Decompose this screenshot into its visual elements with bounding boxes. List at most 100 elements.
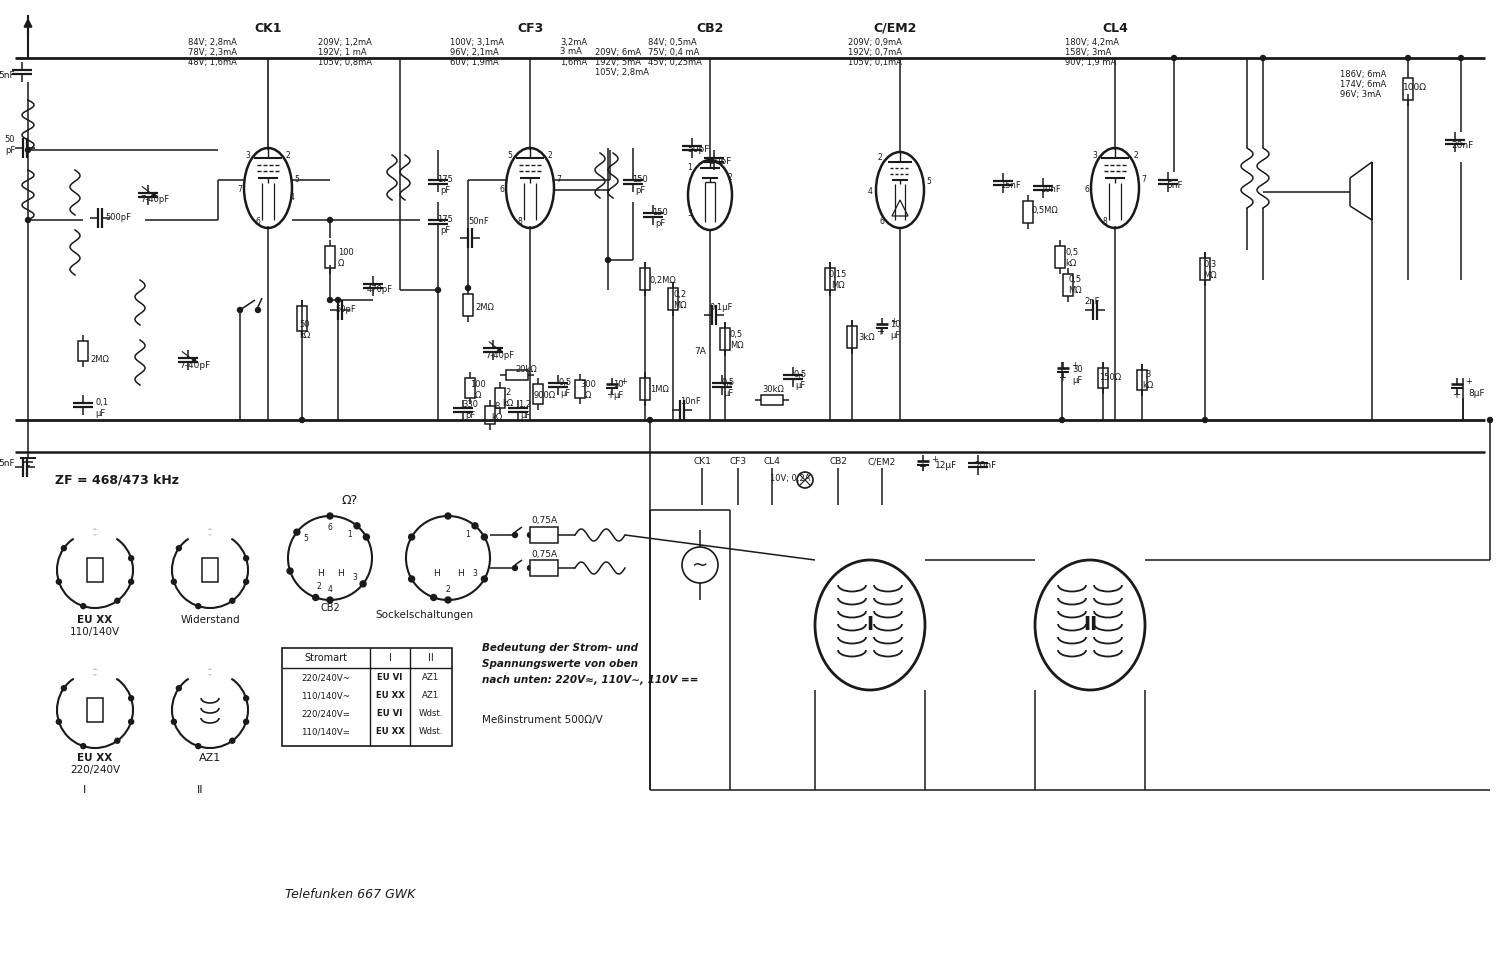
Text: EU VI: EU VI — [378, 709, 402, 719]
Text: +: + — [620, 377, 627, 387]
Text: H: H — [336, 568, 344, 577]
Circle shape — [62, 686, 66, 691]
Bar — [720, 328, 730, 350]
Text: 186V; 6mA: 186V; 6mA — [1340, 71, 1386, 79]
Text: 300
Ω: 300 Ω — [580, 380, 596, 400]
Text: 90V; 1,9 mA: 90V; 1,9 mA — [1065, 57, 1116, 66]
Text: 5: 5 — [926, 177, 932, 187]
Circle shape — [129, 720, 134, 724]
Text: 75V; 0,4 mA: 75V; 0,4 mA — [648, 48, 699, 56]
Text: 45V; 0,25mA: 45V; 0,25mA — [648, 57, 702, 66]
Text: 110/140V~: 110/140V~ — [302, 692, 351, 701]
Text: 4: 4 — [867, 188, 871, 196]
Text: 6: 6 — [327, 523, 333, 531]
Circle shape — [207, 529, 213, 535]
Text: H: H — [316, 568, 324, 577]
Text: 1,6mA: 1,6mA — [560, 57, 586, 66]
Text: EU XX: EU XX — [78, 615, 112, 625]
Text: 0,3
MΩ: 0,3 MΩ — [1203, 260, 1216, 279]
Bar — [825, 268, 836, 290]
Bar — [87, 698, 104, 722]
Text: 900Ω: 900Ω — [534, 390, 556, 399]
Text: CK1: CK1 — [254, 21, 282, 34]
Circle shape — [294, 529, 300, 535]
Bar — [640, 268, 650, 290]
Circle shape — [237, 307, 243, 313]
Text: 48V; 1,6mA: 48V; 1,6mA — [188, 57, 237, 66]
Circle shape — [482, 534, 488, 540]
Text: 150Ω: 150Ω — [1100, 373, 1120, 383]
Circle shape — [354, 523, 360, 529]
Text: 100
Ω: 100 Ω — [470, 380, 486, 400]
Text: 3: 3 — [244, 151, 250, 161]
Circle shape — [363, 534, 369, 540]
Text: 0,5
MΩ: 0,5 MΩ — [1068, 276, 1082, 295]
Text: 0,5
μF: 0,5 μF — [558, 378, 572, 398]
Text: 50pF: 50pF — [710, 158, 730, 167]
Text: CK1: CK1 — [693, 457, 711, 466]
Text: Stromart: Stromart — [304, 653, 348, 663]
Text: 20nF: 20nF — [1450, 141, 1473, 149]
Text: 4: 4 — [327, 585, 333, 593]
Text: Sockelschaltungen: Sockelschaltungen — [375, 610, 472, 620]
Bar — [506, 370, 528, 380]
Text: 174V; 6mA: 174V; 6mA — [1340, 80, 1386, 90]
Text: 1,2
μF: 1,2 μF — [519, 400, 531, 420]
Bar — [668, 288, 678, 310]
Text: 12μF: 12μF — [934, 460, 957, 470]
Circle shape — [336, 298, 340, 302]
Ellipse shape — [1035, 560, 1144, 690]
Circle shape — [446, 597, 452, 603]
Text: 0,1
μF: 0,1 μF — [94, 398, 108, 417]
Text: 209V; 6mA: 209V; 6mA — [596, 48, 640, 56]
Text: 209V; 1,2mA: 209V; 1,2mA — [318, 37, 372, 47]
Circle shape — [435, 287, 441, 293]
Text: 8: 8 — [1102, 217, 1107, 227]
Text: 105V; 0,8mA: 105V; 0,8mA — [318, 57, 372, 66]
Bar — [1402, 78, 1413, 100]
Text: +: + — [932, 455, 938, 463]
Text: 220/240V=: 220/240V= — [302, 709, 351, 719]
Ellipse shape — [815, 560, 926, 690]
Circle shape — [171, 720, 177, 724]
Circle shape — [528, 532, 532, 538]
Text: 10nF: 10nF — [680, 397, 700, 407]
Circle shape — [116, 738, 120, 744]
Text: Telefunken 667 GWK: Telefunken 667 GWK — [285, 888, 416, 901]
Text: +: + — [1452, 390, 1460, 400]
Circle shape — [430, 594, 436, 600]
Text: 10
μF: 10 μF — [612, 380, 624, 400]
Bar — [282, 648, 452, 746]
Text: 180V; 4,2mA: 180V; 4,2mA — [1065, 37, 1119, 47]
Text: 20kΩ: 20kΩ — [514, 366, 537, 374]
Bar — [202, 558, 217, 582]
Text: 0,75A: 0,75A — [531, 549, 556, 559]
Circle shape — [513, 566, 517, 570]
Text: CF3: CF3 — [518, 21, 543, 34]
Text: 1: 1 — [348, 530, 352, 539]
Circle shape — [312, 594, 318, 600]
Text: I: I — [84, 785, 87, 795]
Circle shape — [1172, 56, 1176, 60]
Circle shape — [26, 217, 30, 222]
Circle shape — [243, 720, 249, 724]
Text: 3: 3 — [472, 569, 477, 578]
Circle shape — [446, 513, 452, 519]
Circle shape — [81, 604, 86, 609]
Circle shape — [528, 566, 532, 570]
Circle shape — [230, 738, 236, 744]
Circle shape — [57, 579, 62, 584]
Text: 5nF: 5nF — [0, 458, 15, 468]
Circle shape — [243, 556, 249, 561]
Text: 5: 5 — [507, 151, 512, 161]
Text: 1MΩ: 1MΩ — [650, 386, 669, 394]
Text: CB2: CB2 — [830, 457, 848, 466]
Text: 2MΩ: 2MΩ — [90, 355, 110, 365]
Text: 7: 7 — [237, 186, 242, 194]
Bar — [1200, 258, 1210, 280]
Text: 0,5
μF: 0,5 μF — [794, 370, 807, 389]
Text: 2nF: 2nF — [1084, 298, 1100, 306]
Text: 192V; 5mA: 192V; 5mA — [596, 57, 640, 66]
Text: 5: 5 — [303, 534, 307, 544]
Circle shape — [243, 579, 249, 584]
